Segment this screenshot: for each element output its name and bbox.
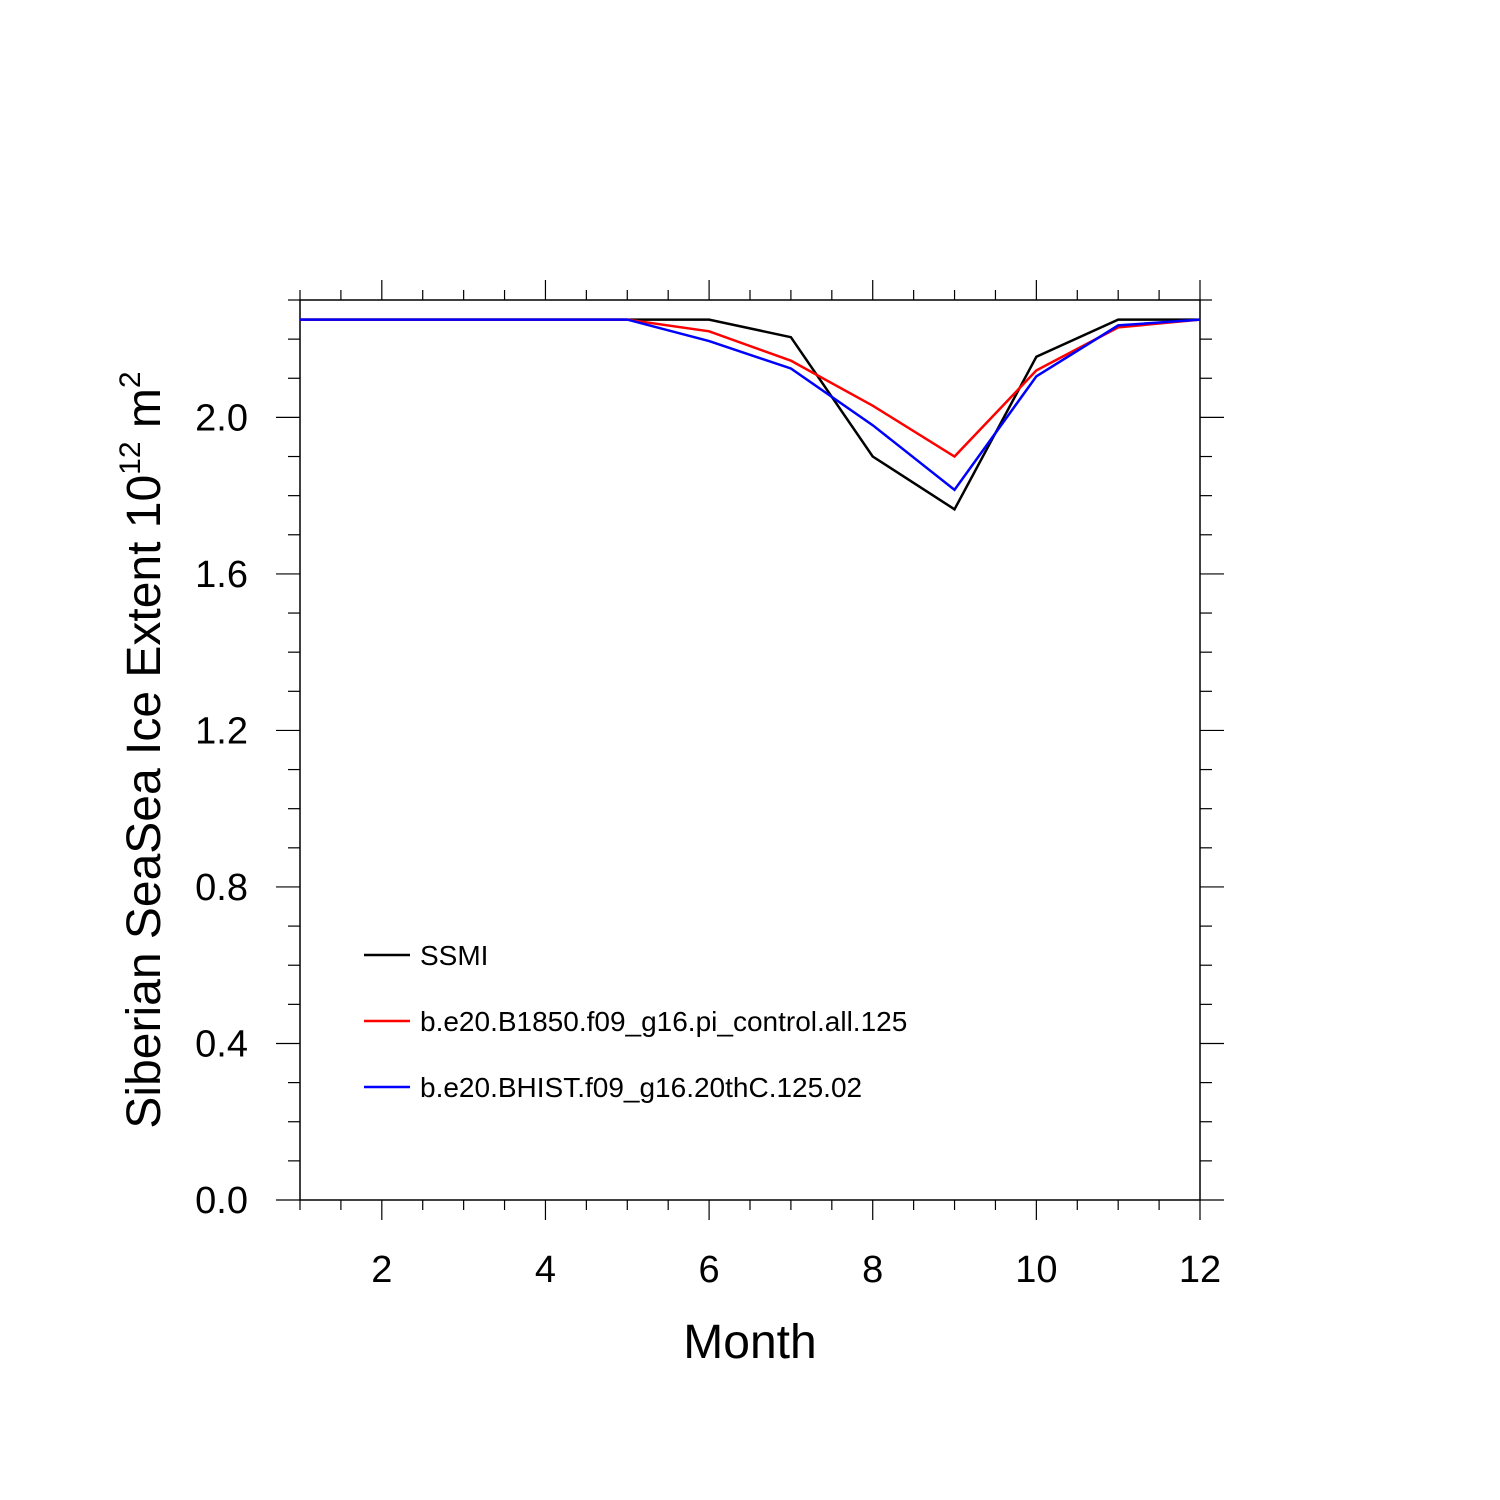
y-axis-title-unit: m	[118, 388, 171, 441]
x-tick-label: 2	[371, 1249, 392, 1291]
x-tick-label: 6	[699, 1249, 720, 1291]
y-tick-label: 0.0	[195, 1180, 248, 1222]
legend-label: SSMI	[420, 940, 488, 971]
y-axis-title-unit-exponent: 2	[114, 371, 147, 388]
series-line-3	[300, 318, 1201, 492]
legend-label: b.e20.BHIST.f09_g16.20thC.125.02	[420, 1072, 862, 1103]
y-axis-title: Siberian SeaSea Ice Extent 1012 m2	[114, 371, 171, 1128]
x-tick-label: 10	[1015, 1249, 1057, 1291]
x-axis-title: Month	[683, 1316, 816, 1369]
legend: SSMI b.e20.B1850.f09_g16.pi_control.all.1…	[364, 940, 907, 1103]
y-tick-label: 2.0	[195, 397, 248, 439]
y-tick-label: 1.2	[195, 710, 248, 752]
plot-frame	[299, 299, 1201, 1201]
y-tick-label: 1.6	[195, 554, 248, 596]
y-axis-title-exponent: 12	[114, 441, 147, 474]
series-line-1	[300, 318, 1200, 512]
y-axis-title-main: Siberian SeaSea Ice Extent 10	[118, 475, 171, 1129]
legend-label: b.e20.B1850.f09_g16.pi_control.all.125	[420, 1006, 907, 1037]
y-tick-label: 0.4	[195, 1023, 248, 1065]
axis-ticks: 2 4 6 8 10 12 0.0 0.4 0.8 1.2 1.6 2.0	[195, 280, 1224, 1291]
x-tick-label: 12	[1179, 1249, 1221, 1291]
series-lines	[300, 318, 1201, 512]
x-tick-label: 8	[862, 1249, 883, 1291]
x-tick-label: 4	[535, 1249, 556, 1291]
y-tick-label: 0.8	[195, 867, 248, 909]
series-line-2	[300, 318, 1201, 459]
